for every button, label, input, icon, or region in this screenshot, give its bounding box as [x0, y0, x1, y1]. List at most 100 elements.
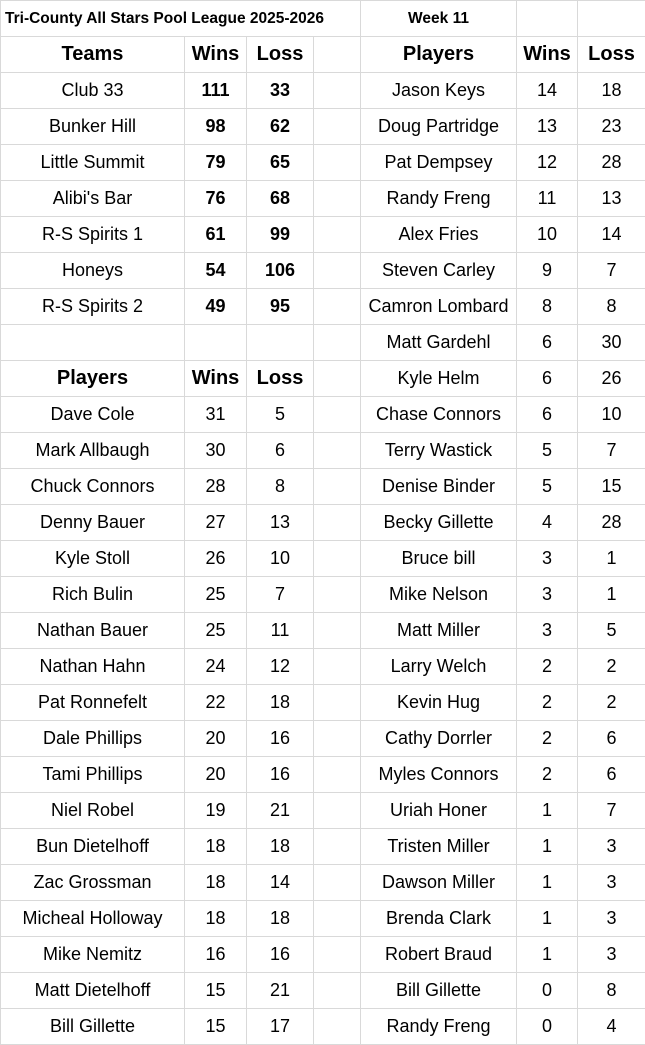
player-right-row-name: Tristen Miller: [360, 828, 517, 865]
empty-cell: [313, 648, 361, 685]
player-right-row-wins: 6: [516, 324, 578, 361]
sheet-row: Nathan Bauer 25 11 Matt Miller 3 5: [0, 612, 645, 649]
empty-cell: [313, 828, 361, 865]
player-left-row-name: Kyle Stoll: [0, 540, 185, 577]
player-left-row-wins: 25: [184, 612, 247, 649]
team-row-loss: 99: [246, 216, 314, 253]
player-right-row-wins: 6: [516, 360, 578, 397]
player-right-row-loss: 23: [577, 108, 645, 145]
sheet-row: Chuck Connors 28 8 Denise Binder 5 15: [0, 468, 645, 505]
team-row-wins: 79: [184, 144, 247, 181]
player-left-row-name: Denny Bauer: [0, 504, 185, 541]
team-row-loss: 68: [246, 180, 314, 217]
sheet-row: Bunker Hill 98 62 Doug Partridge 13 23: [0, 108, 645, 145]
empty-cell: [313, 144, 361, 181]
player-right-row-loss: 4: [577, 1008, 645, 1045]
team-row-name: Honeys: [0, 252, 185, 289]
empty-cell: [313, 468, 361, 505]
empty-cell: [313, 720, 361, 757]
sheet-row: Dave Cole 31 5 Chase Connors 6 10: [0, 396, 645, 433]
player-left-row-name: Chuck Connors: [0, 468, 185, 505]
empty-cell: [313, 252, 361, 289]
empty-cell: [313, 684, 361, 721]
players-right-header-wins: Wins: [516, 36, 578, 73]
player-right-row-loss: 3: [577, 828, 645, 865]
player-right-row-loss: 2: [577, 684, 645, 721]
empty-cell: [313, 864, 361, 901]
team-row-name: R-S Spirits 1: [0, 216, 185, 253]
player-right-row-wins: 1: [516, 936, 578, 973]
sheet-row: Teams Wins Loss Players Wins Loss: [0, 36, 645, 73]
player-right-row-wins: 12: [516, 144, 578, 181]
team-row-wins: 98: [184, 108, 247, 145]
empty-cell: [577, 0, 645, 37]
player-right-row-wins: 2: [516, 684, 578, 721]
player-right-row-loss: 7: [577, 432, 645, 469]
player-right-row-loss: 7: [577, 252, 645, 289]
player-left-row-name: Nathan Bauer: [0, 612, 185, 649]
player-left-row-loss: 6: [246, 432, 314, 469]
empty-cell: [184, 324, 247, 361]
team-row-name: Alibi's Bar: [0, 180, 185, 217]
player-right-row-name: Chase Connors: [360, 396, 517, 433]
player-right-row-name: Steven Carley: [360, 252, 517, 289]
team-row-loss: 95: [246, 288, 314, 325]
player-left-row-wins: 25: [184, 576, 247, 613]
player-right-row-name: Doug Partridge: [360, 108, 517, 145]
player-right-row-wins: 14: [516, 72, 578, 109]
player-left-row-loss: 16: [246, 720, 314, 757]
player-left-row-wins: 27: [184, 504, 247, 541]
sheet-row: Rich Bulin 25 7 Mike Nelson 3 1: [0, 576, 645, 613]
player-left-row-loss: 11: [246, 612, 314, 649]
player-left-row-loss: 21: [246, 972, 314, 1009]
player-left-row-loss: 18: [246, 828, 314, 865]
empty-cell: [313, 216, 361, 253]
title-row: Tri-County All Stars Pool League 2025-20…: [0, 0, 645, 37]
player-left-row-name: Pat Ronnefelt: [0, 684, 185, 721]
player-right-row-wins: 10: [516, 216, 578, 253]
player-right-row-name: Matt Miller: [360, 612, 517, 649]
player-right-row-wins: 2: [516, 756, 578, 793]
player-left-row-name: Tami Phillips: [0, 756, 185, 793]
player-left-row-wins: 19: [184, 792, 247, 829]
player-right-row-wins: 9: [516, 252, 578, 289]
player-right-row-wins: 2: [516, 648, 578, 685]
sheet-row: Pat Ronnefelt 22 18 Kevin Hug 2 2: [0, 684, 645, 721]
player-right-row-name: Kyle Helm: [360, 360, 517, 397]
player-right-row-name: Larry Welch: [360, 648, 517, 685]
player-right-row-wins: 2: [516, 720, 578, 757]
empty-cell: [313, 504, 361, 541]
sheet-row: Matt Dietelhoff 15 21 Bill Gillette 0 8: [0, 972, 645, 1009]
teams-header-name: Teams: [0, 36, 185, 73]
player-right-row-name: Terry Wastick: [360, 432, 517, 469]
player-right-row-name: Matt Gardehl: [360, 324, 517, 361]
players-right-header-loss: Loss: [577, 36, 645, 73]
sheet-row: Matt Gardehl 6 30: [0, 324, 645, 361]
player-left-row-loss: 18: [246, 684, 314, 721]
player-right-row-loss: 7: [577, 792, 645, 829]
player-left-row-name: Bill Gillette: [0, 1008, 185, 1045]
players-left-header-loss: Loss: [246, 360, 314, 397]
league-title: Tri-County All Stars Pool League 2025-20…: [0, 0, 361, 37]
team-row-wins: 54: [184, 252, 247, 289]
player-right-row-name: Brenda Clark: [360, 900, 517, 937]
player-right-row-loss: 30: [577, 324, 645, 361]
player-left-row-loss: 21: [246, 792, 314, 829]
player-left-row-wins: 30: [184, 432, 247, 469]
player-right-row-name: Myles Connors: [360, 756, 517, 793]
sheet-row: Mark Allbaugh 30 6 Terry Wastick 5 7: [0, 432, 645, 469]
player-left-row-name: Rich Bulin: [0, 576, 185, 613]
player-left-row-loss: 12: [246, 648, 314, 685]
player-right-row-loss: 13: [577, 180, 645, 217]
player-left-row-loss: 16: [246, 756, 314, 793]
player-right-row-wins: 13: [516, 108, 578, 145]
player-right-row-loss: 5: [577, 612, 645, 649]
team-row-name: Club 33: [0, 72, 185, 109]
player-right-row-name: Camron Lombard: [360, 288, 517, 325]
empty-cell: [313, 792, 361, 829]
empty-cell: [313, 396, 361, 433]
player-right-row-name: Randy Freng: [360, 180, 517, 217]
player-left-row-wins: 18: [184, 900, 247, 937]
player-right-row-name: Jason Keys: [360, 72, 517, 109]
player-right-row-name: Becky Gillette: [360, 504, 517, 541]
